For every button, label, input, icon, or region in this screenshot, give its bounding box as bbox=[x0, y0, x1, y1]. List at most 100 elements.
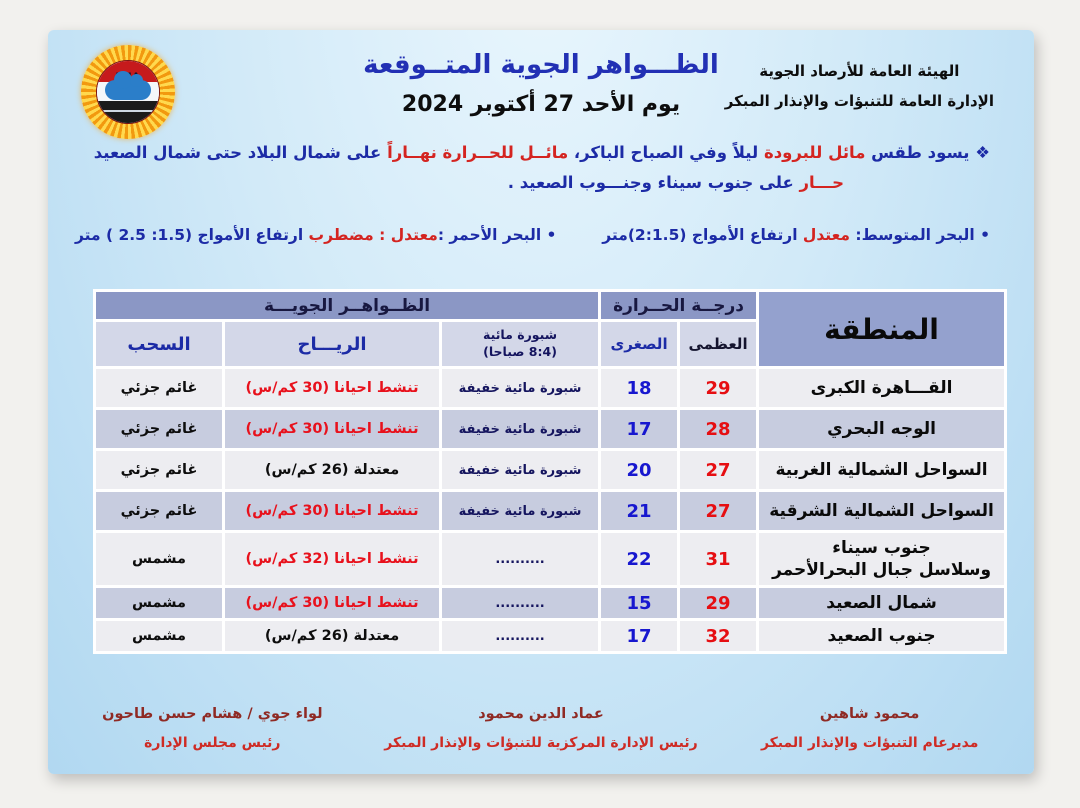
min-temp-cell: 21 bbox=[601, 492, 678, 530]
bulletin-date: يوم الأحد 27 أكتوبر 2024 bbox=[401, 92, 681, 117]
org-department: الإدارة العامة للتنبؤات والإنذار المبكر bbox=[724, 92, 994, 110]
signatures-row: محمود شاهين مديرعام التنبؤات والإنذار ال… bbox=[48, 706, 1034, 751]
table-row-lower-egypt: الوجه البحري 28 17 شبورة مائية خفيفة تنش… bbox=[96, 410, 1005, 448]
max-temp-cell: 28 bbox=[680, 410, 757, 448]
forecast-table: المنطقة درجــة الحــرارة الظــواهــر الج… bbox=[93, 289, 1008, 654]
wind-cell: تنشط احيانا (30 كم/س) bbox=[225, 492, 440, 530]
mist-cell: شبورة مائية خفيفة bbox=[442, 492, 599, 530]
clouds-cell: مشمس bbox=[96, 588, 223, 618]
mist-cell: .......... bbox=[442, 588, 599, 618]
sea-state-red-sea: • البحر الأحمر :معتدل : مضطرب ارتفاع الأ… bbox=[75, 226, 556, 244]
region-cell: جنوب سيناء وسلاسل جبال البحرالأحمر bbox=[759, 533, 1005, 585]
column-header-min-temp: الصغرى bbox=[601, 322, 678, 366]
mist-cell: .......... bbox=[442, 621, 599, 651]
signature-name: عماد الدين محمود bbox=[478, 706, 604, 722]
header-center: الظـــواهر الجوية المتــوقعة يوم الأحد 2… bbox=[363, 50, 719, 117]
sea-state-mediterranean: • البحر المتوسط: معتدل ارتفاع الأمواج (2… bbox=[602, 226, 990, 244]
mist-header-line2: (8:4 صباحا) bbox=[483, 344, 557, 359]
clouds-cell: مشمس bbox=[96, 533, 223, 585]
bullet-icon: • bbox=[980, 226, 990, 244]
summary-text: على شمال البلاد حتى شمال الصعيد bbox=[93, 143, 382, 162]
summary-text: يسود طقس bbox=[865, 143, 970, 162]
organization-block: الهيئة العامة للأرصاد الجوية الإدارة الع… bbox=[725, 56, 994, 116]
min-temp-cell: 22 bbox=[601, 533, 678, 585]
table-row-nw-coasts: السواحل الشمالية الغربية 27 20 شبورة مائ… bbox=[96, 451, 1005, 489]
signature-name: محمود شاهين bbox=[819, 706, 920, 722]
red-sea-waves: ارتفاع الأمواج (1.5: 2.5 ) متر bbox=[75, 226, 309, 244]
region-cell: السواحل الشمالية الغربية bbox=[759, 451, 1005, 489]
red-sea-state: معتدل : مضطرب bbox=[308, 226, 438, 244]
wave-lines bbox=[103, 109, 153, 112]
mediterranean-waves: ارتفاع الأمواج (2:1.5)متر bbox=[602, 226, 803, 244]
table-row-south-sinai-red-sea-mountains: جنوب سيناء وسلاسل جبال البحرالأحمر 31 22 … bbox=[96, 533, 1005, 585]
mediterranean-label: البحر المتوسط: bbox=[849, 226, 975, 244]
summary-text: على جنوب سيناء وجنـــوب الصعيد . bbox=[507, 172, 794, 192]
min-temp-cell: 17 bbox=[601, 410, 678, 448]
clouds-cell: غائم جزئي bbox=[96, 369, 223, 407]
column-header-mist: شبورة مائية (8:4 صباحا) bbox=[442, 322, 599, 366]
column-header-wind: الريـــاح bbox=[225, 322, 440, 366]
wind-cell: تنشط احيانا (30 كم/س) bbox=[225, 369, 440, 407]
red-sea-label: البحر الأحمر : bbox=[437, 226, 542, 244]
region-cell: السواحل الشمالية الشرقية bbox=[759, 492, 1005, 530]
max-temp-cell: 29 bbox=[680, 588, 757, 618]
org-name: الهيئة العامة للأرصاد الجوية bbox=[759, 62, 960, 80]
ema-emblem-icon: EMA bbox=[96, 60, 160, 124]
region-cell: شمال الصعيد bbox=[759, 588, 1005, 618]
mist-cell: .......... bbox=[442, 533, 599, 585]
wind-cell: معتدلة (26 كم/س) bbox=[225, 451, 440, 489]
signature-forecast-director: محمود شاهين مديرعام التنبؤات والإنذار ال… bbox=[705, 706, 1034, 751]
ema-logo: EMA bbox=[81, 45, 175, 139]
clouds-cell: غائم جزئي bbox=[96, 451, 223, 489]
region-cell: الوجه البحري bbox=[759, 410, 1005, 448]
signature-board-chairman: لواء جوي / هشام حسن طاحون رئيس مجلس الإد… bbox=[48, 706, 377, 751]
max-temp-cell: 32 bbox=[680, 621, 757, 651]
region-cell: القـــاهرة الكبرى bbox=[759, 369, 1005, 407]
table-header-row-2: العظمى الصغرى شبورة مائية (8:4 صباحا) ال… bbox=[96, 322, 1004, 366]
mist-header-line1: شبورة مائية bbox=[483, 327, 558, 343]
column-header-max-temp: العظمى bbox=[680, 322, 757, 366]
min-temp-cell: 17 bbox=[601, 621, 678, 651]
clouds-cell: مشمس bbox=[96, 621, 223, 651]
wind-cell: تنشط احيانا (32 كم/س) bbox=[225, 533, 440, 585]
signature-title: مديرعام التنبؤات والإنذار المبكر bbox=[760, 735, 979, 751]
table-row-ne-coasts: السواحل الشمالية الشرقية 27 21 شبورة مائ… bbox=[96, 492, 1005, 530]
signature-name: لواء جوي / هشام حسن طاحون bbox=[102, 706, 323, 722]
wind-cell: تنشط احيانا (30 كم/س) bbox=[225, 410, 440, 448]
max-temp-cell: 27 bbox=[680, 451, 757, 489]
signature-central-admin-head: عماد الدين محمود رئيس الإدارة المركزية ل… bbox=[377, 706, 706, 751]
max-temp-cell: 27 bbox=[680, 492, 757, 530]
column-group-temperature: درجــة الحــرارة bbox=[601, 292, 757, 319]
mist-cell: شبورة مائية خفيفة bbox=[442, 410, 599, 448]
cloud-icon bbox=[105, 71, 151, 101]
signature-title: رئيس الإدارة المركزية للتنبؤات والإنذار … bbox=[384, 735, 698, 751]
emblem-white-band bbox=[97, 71, 159, 101]
wind-cell: معتدلة (26 كم/س) bbox=[225, 621, 440, 651]
bullet-icon: • bbox=[546, 226, 557, 244]
clouds-cell: غائم جزئي bbox=[96, 492, 223, 530]
clouds-cell: غائم جزئي bbox=[96, 410, 223, 448]
weather-summary: ❖ يسود طقس مائل للبرودة ليلاً وفي الصباح… bbox=[92, 138, 990, 197]
max-temp-cell: 31 bbox=[680, 533, 757, 585]
emblem-black-band bbox=[97, 100, 159, 123]
wind-cell: تنشط احيانا (30 كم/س) bbox=[225, 588, 440, 618]
summary-text-cold: مائل للبرودة bbox=[758, 143, 866, 162]
summary-text-harr: حـــار bbox=[793, 172, 844, 192]
table-header-row-1: المنطقة درجــة الحــرارة الظــواهــر الج… bbox=[96, 292, 1005, 366]
mist-cell: شبورة مائية خفيفة bbox=[442, 369, 599, 407]
max-temp-cell: 29 bbox=[680, 369, 757, 407]
summary-marker: ❖ bbox=[975, 143, 990, 162]
signature-title: رئيس مجلس الإدارة bbox=[144, 735, 281, 751]
table-row-north-upper-egypt: شمال الصعيد 29 15 .......... تنشط احيانا… bbox=[96, 588, 1005, 618]
mist-cell: شبورة مائية خفيفة bbox=[442, 451, 599, 489]
summary-text-hot: مائــل للحــرارة نهــاراً bbox=[381, 143, 569, 162]
min-temp-cell: 18 bbox=[601, 369, 678, 407]
min-temp-cell: 20 bbox=[601, 451, 678, 489]
mediterranean-state: معتدل bbox=[802, 226, 850, 244]
page-title: الظـــواهر الجوية المتــوقعة bbox=[363, 50, 719, 80]
min-temp-cell: 15 bbox=[601, 588, 678, 618]
bulletin-card: EMA الظـــواهر الجوية المتــوقعة يوم الأ… bbox=[48, 30, 1034, 774]
table-row-greater-cairo: القـــاهرة الكبرى 29 18 شبورة مائية خفيف… bbox=[96, 369, 1005, 407]
summary-line-1: ❖ يسود طقس مائل للبرودة ليلاً وفي الصباح… bbox=[92, 138, 990, 168]
